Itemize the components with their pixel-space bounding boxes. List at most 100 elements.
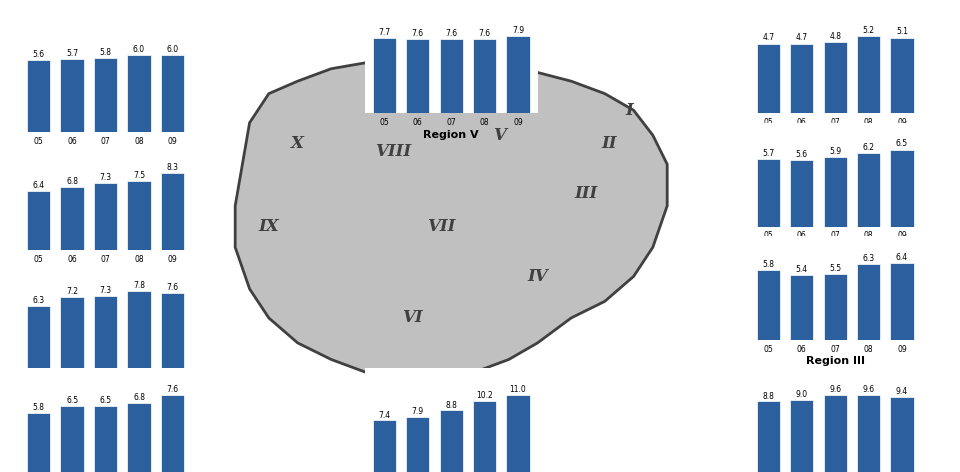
- X-axis label: Region II: Region II: [807, 243, 863, 253]
- Bar: [857, 395, 880, 472]
- Text: IV: IV: [527, 268, 548, 285]
- Text: 6.8: 6.8: [66, 177, 78, 186]
- Text: 7.3: 7.3: [100, 173, 111, 182]
- Bar: [756, 270, 780, 340]
- Bar: [27, 306, 51, 368]
- Text: 7.6: 7.6: [412, 29, 423, 38]
- Text: VIII: VIII: [375, 143, 412, 160]
- Bar: [128, 55, 151, 132]
- Text: 7.6: 7.6: [166, 385, 179, 394]
- Text: X: X: [291, 135, 304, 152]
- Text: 8.3: 8.3: [166, 163, 179, 172]
- Bar: [506, 395, 530, 472]
- Bar: [372, 420, 396, 472]
- Text: 4.7: 4.7: [762, 34, 775, 42]
- Text: 6.3: 6.3: [863, 254, 875, 263]
- Bar: [128, 181, 151, 250]
- Bar: [890, 150, 914, 227]
- Bar: [756, 402, 780, 472]
- Bar: [27, 60, 51, 132]
- Text: 7.9: 7.9: [512, 26, 524, 35]
- Text: VII: VII: [427, 218, 456, 235]
- Text: 5.4: 5.4: [796, 265, 807, 274]
- Bar: [756, 159, 780, 227]
- Text: 7.6: 7.6: [166, 283, 179, 292]
- X-axis label: Region X: Region X: [78, 149, 133, 159]
- Bar: [790, 160, 813, 227]
- Text: 6.8: 6.8: [133, 393, 145, 402]
- Text: VI: VI: [402, 310, 423, 327]
- Bar: [790, 400, 813, 472]
- Text: 6.5: 6.5: [100, 396, 111, 405]
- Text: I: I: [625, 102, 633, 119]
- Text: 6.2: 6.2: [863, 143, 875, 152]
- Bar: [790, 44, 813, 113]
- Bar: [440, 39, 463, 113]
- Text: 7.5: 7.5: [133, 171, 145, 180]
- Bar: [790, 275, 813, 340]
- Bar: [473, 39, 496, 113]
- Bar: [824, 395, 847, 472]
- Text: 5.8: 5.8: [33, 403, 45, 412]
- Text: 7.2: 7.2: [66, 287, 78, 296]
- Bar: [160, 55, 184, 132]
- X-axis label: Region VIII: Region VIII: [72, 385, 139, 395]
- Bar: [128, 291, 151, 368]
- Bar: [94, 296, 117, 368]
- Bar: [94, 406, 117, 472]
- Polygon shape: [235, 60, 667, 380]
- Text: 9.6: 9.6: [863, 385, 875, 394]
- Bar: [824, 274, 847, 340]
- Text: 10.2: 10.2: [476, 391, 493, 400]
- Text: 4.8: 4.8: [829, 32, 841, 41]
- Bar: [128, 403, 151, 472]
- Bar: [857, 36, 880, 113]
- Text: 6.3: 6.3: [33, 296, 45, 305]
- Text: 4.7: 4.7: [796, 34, 807, 42]
- Text: 6.0: 6.0: [166, 45, 179, 54]
- Text: 6.4: 6.4: [896, 253, 908, 261]
- Text: III: III: [574, 185, 597, 202]
- Bar: [27, 191, 51, 250]
- Text: 5.6: 5.6: [33, 50, 45, 59]
- Text: II: II: [602, 135, 617, 152]
- Bar: [60, 59, 84, 132]
- Bar: [857, 264, 880, 340]
- Bar: [406, 417, 429, 472]
- Text: 5.6: 5.6: [796, 150, 807, 159]
- X-axis label: Region IX: Region IX: [76, 267, 135, 277]
- Text: 5.7: 5.7: [66, 49, 78, 58]
- Text: V: V: [492, 126, 506, 143]
- Text: 7.6: 7.6: [445, 29, 457, 38]
- Bar: [372, 38, 396, 113]
- Text: 7.9: 7.9: [412, 407, 423, 416]
- Bar: [506, 36, 530, 113]
- Text: 5.1: 5.1: [896, 27, 908, 36]
- Text: 6.0: 6.0: [133, 45, 145, 54]
- Text: 6.4: 6.4: [33, 181, 45, 190]
- Text: 7.3: 7.3: [100, 286, 111, 295]
- Text: 9.6: 9.6: [829, 385, 841, 394]
- Bar: [440, 411, 463, 472]
- Text: 7.4: 7.4: [378, 411, 391, 420]
- Bar: [60, 187, 84, 250]
- Bar: [160, 293, 184, 368]
- Bar: [94, 183, 117, 250]
- Bar: [756, 44, 780, 113]
- Text: 5.2: 5.2: [863, 26, 875, 35]
- Bar: [890, 396, 914, 472]
- Bar: [406, 39, 429, 113]
- Text: 8.8: 8.8: [762, 392, 775, 401]
- Bar: [160, 173, 184, 250]
- Text: 9.4: 9.4: [896, 387, 908, 396]
- Text: 6.5: 6.5: [896, 139, 908, 149]
- Text: 9.0: 9.0: [796, 390, 807, 399]
- Text: 7.7: 7.7: [378, 28, 391, 37]
- Bar: [890, 263, 914, 340]
- X-axis label: Region III: Region III: [805, 356, 865, 366]
- Bar: [160, 395, 184, 472]
- X-axis label: Region V: Region V: [423, 130, 479, 140]
- Bar: [824, 42, 847, 113]
- Text: 5.8: 5.8: [762, 260, 775, 269]
- Bar: [890, 38, 914, 113]
